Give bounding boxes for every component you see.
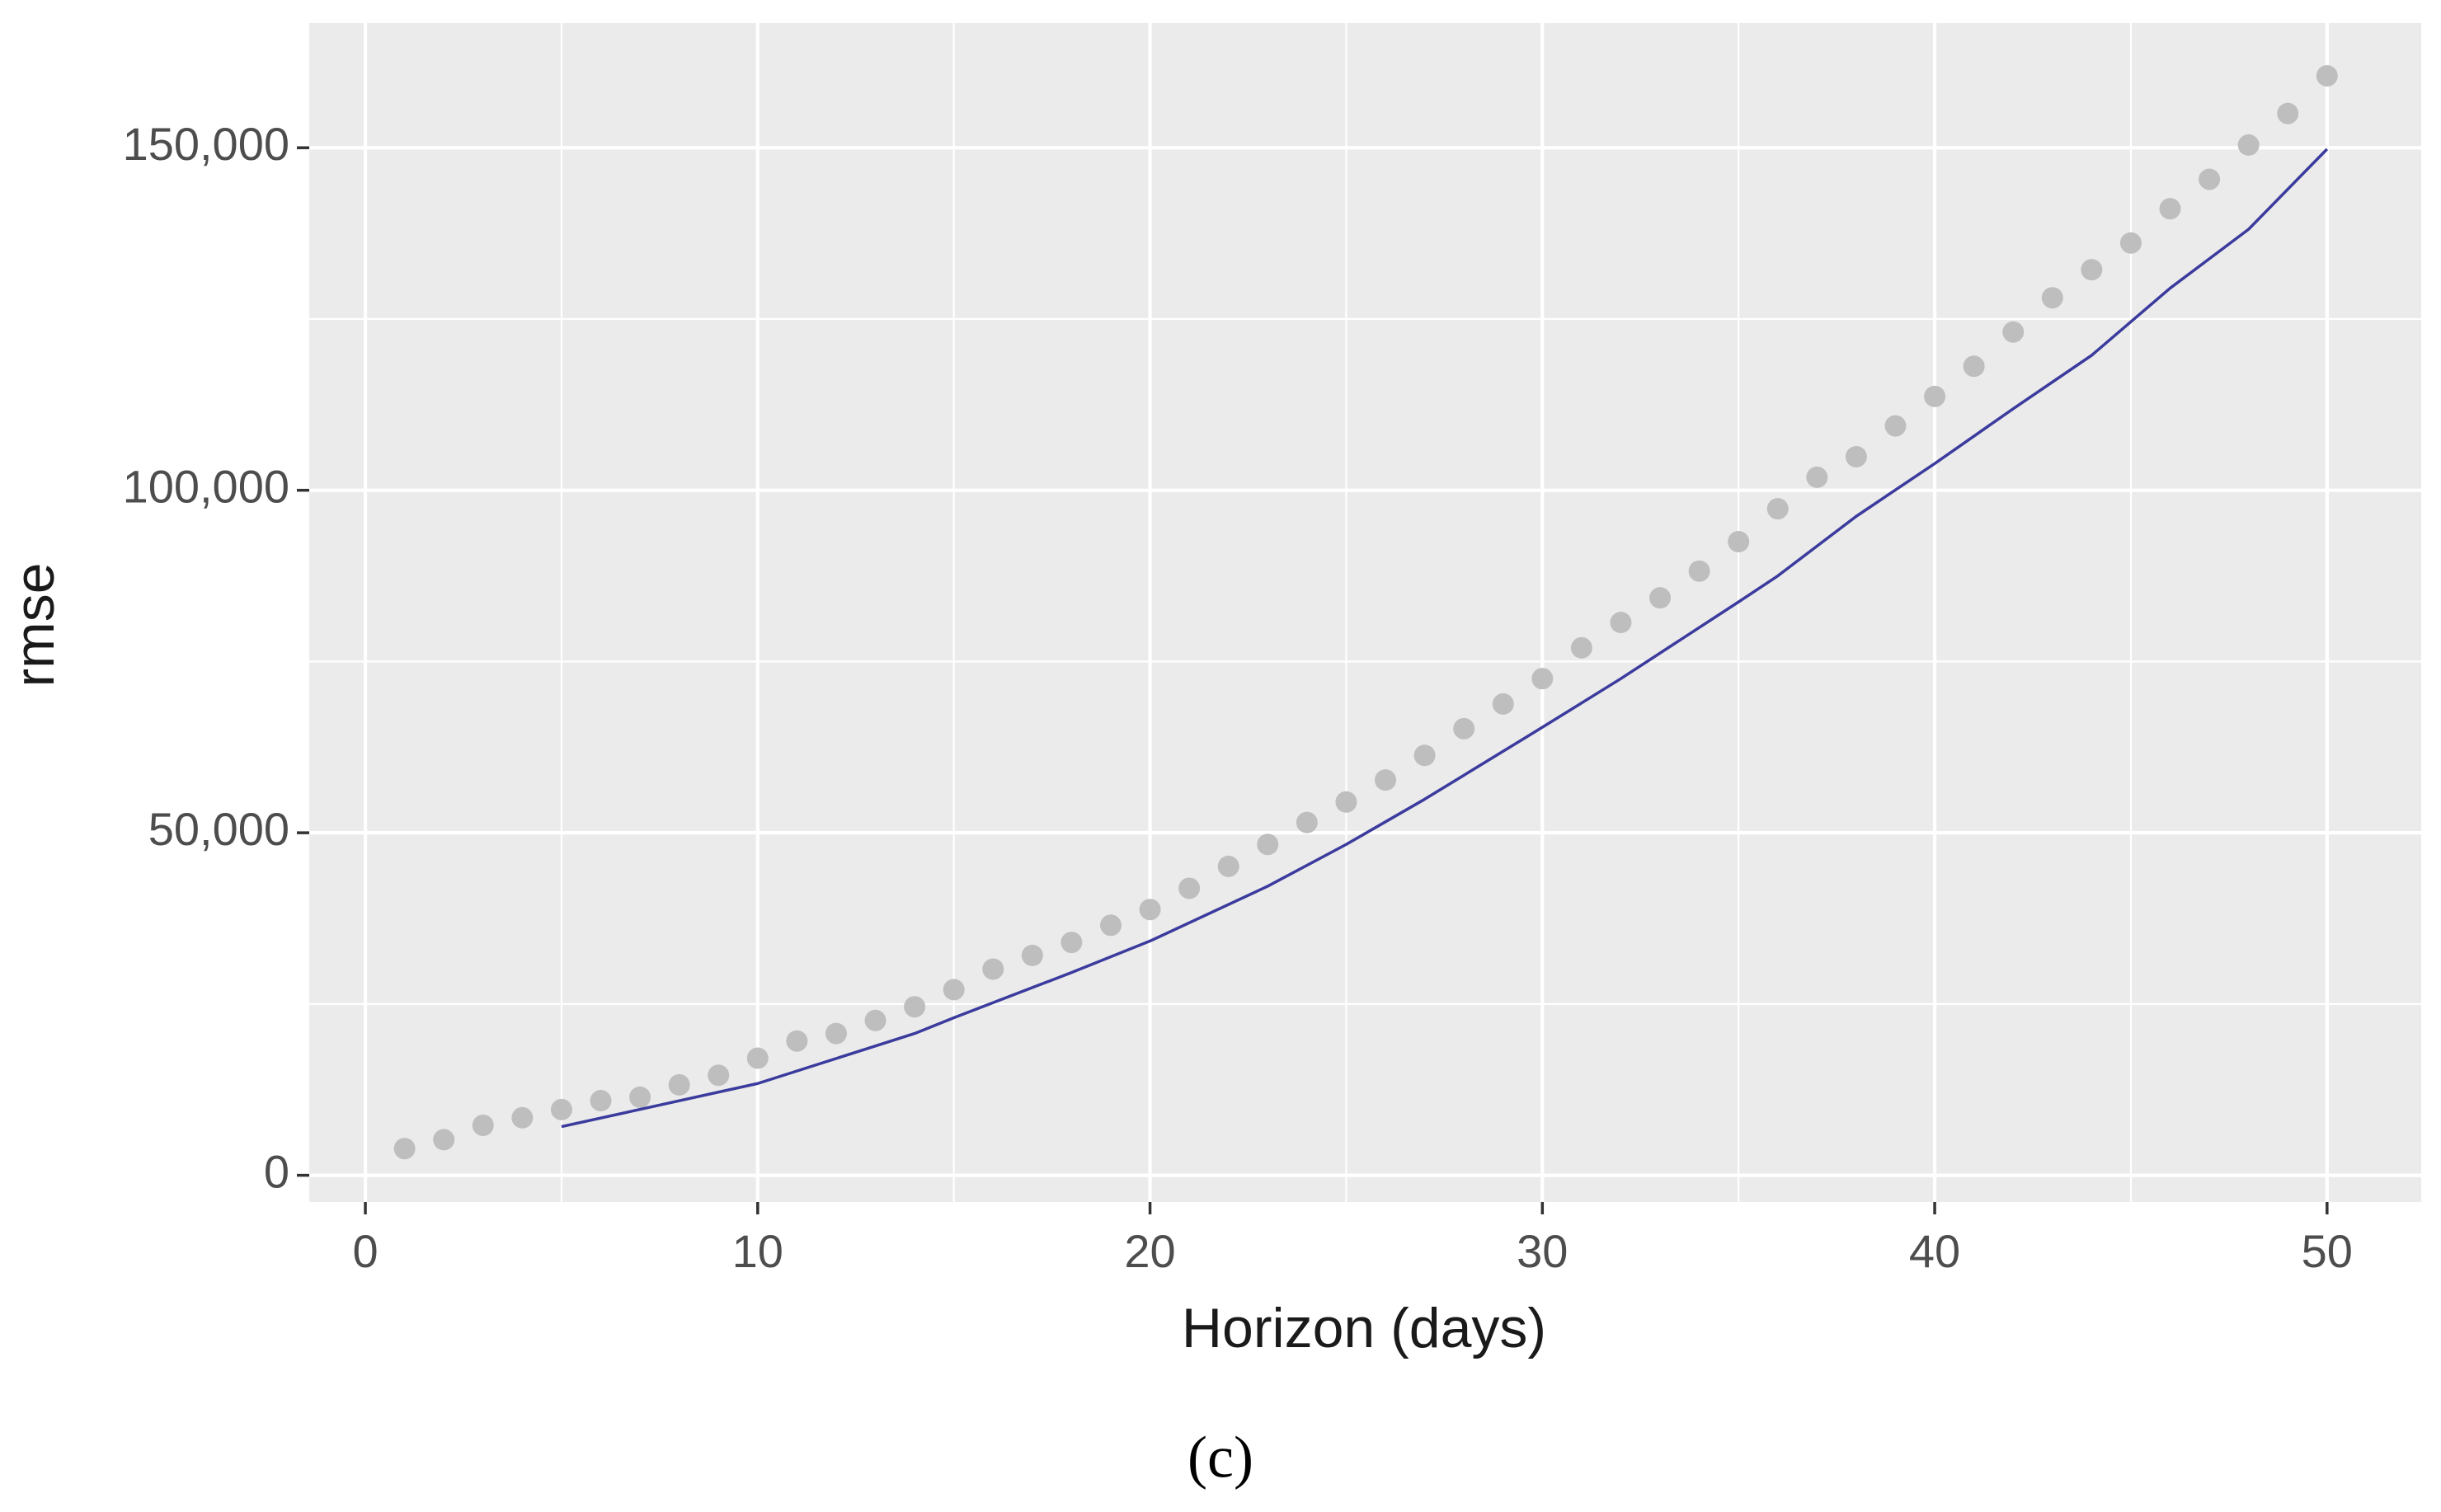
- data-point: [1884, 415, 1907, 437]
- data-point: [1375, 769, 1397, 791]
- data-point: [590, 1090, 612, 1112]
- data-point: [2199, 168, 2221, 190]
- data-point: [1492, 693, 1514, 715]
- data-point: [1570, 636, 1592, 659]
- data-point: [1766, 498, 1789, 520]
- data-point: [746, 1047, 769, 1069]
- grid: [309, 23, 2421, 1202]
- data-point: [2002, 321, 2025, 343]
- data-point: [433, 1129, 455, 1151]
- data-point: [1217, 855, 1239, 877]
- data-point: [1178, 877, 1201, 899]
- data-point: [708, 1064, 730, 1087]
- data-point: [1335, 791, 1357, 813]
- y-axis-title: rmse: [3, 562, 66, 687]
- data-point: [2081, 259, 2103, 281]
- x-tick-label: 50: [2302, 1225, 2353, 1277]
- data-point: [1924, 385, 1946, 407]
- axes: 0 50,000 100,000 150,000 0 10 20 30 40 50: [123, 118, 2353, 1277]
- data-point: [982, 958, 1004, 980]
- data-point: [1021, 944, 1043, 966]
- data-point: [2159, 198, 2181, 220]
- data-point: [1610, 612, 1632, 634]
- y-tick-label: 0: [264, 1145, 289, 1197]
- data-point: [668, 1073, 690, 1096]
- data-point: [2237, 134, 2260, 156]
- data-point: [1649, 587, 1672, 609]
- data-point: [1257, 833, 1279, 856]
- data-point: [825, 1022, 847, 1045]
- data-point: [472, 1114, 494, 1136]
- data-point: [1061, 932, 1083, 954]
- data-point: [1099, 914, 1122, 937]
- data-point: [393, 1138, 416, 1160]
- data-point: [786, 1030, 808, 1052]
- data-line: [561, 148, 2329, 1129]
- x-tick-label: 10: [732, 1225, 783, 1277]
- y-tick-label: 150,000: [123, 118, 289, 170]
- data-point: [1806, 466, 1828, 488]
- data-point: [2277, 102, 2299, 124]
- y-tick-label: 50,000: [148, 803, 289, 855]
- data-point: [943, 979, 965, 1001]
- y-tick-label: 100,000: [123, 460, 289, 512]
- data-point: [550, 1098, 572, 1120]
- data-point: [1413, 744, 1436, 767]
- x-tick-label: 20: [1124, 1225, 1175, 1277]
- data-point: [2119, 232, 2142, 254]
- data-point: [511, 1106, 534, 1129]
- data-point: [2316, 64, 2338, 87]
- x-tick-label: 40: [1909, 1225, 1960, 1277]
- data-point: [1728, 531, 1750, 553]
- x-tick-label: 0: [352, 1225, 378, 1277]
- data-point: [1845, 445, 1867, 467]
- data-point: [2041, 287, 2063, 309]
- data-point: [1688, 560, 1710, 582]
- x-tick-label: 30: [1517, 1225, 1568, 1277]
- data-point: [904, 996, 926, 1018]
- x-axis-title: Horizon (days): [1182, 1297, 1546, 1359]
- data-point: [1453, 717, 1475, 740]
- plot-panel: [309, 23, 2421, 1202]
- data-point: [629, 1086, 651, 1108]
- data-point: [1139, 899, 1161, 921]
- data-point: [864, 1009, 887, 1031]
- data-point: [1296, 811, 1318, 833]
- caption: (c): [1188, 1425, 1253, 1491]
- data-point: [1963, 355, 1985, 378]
- marks: [393, 64, 2338, 1160]
- data-point: [1531, 668, 1554, 690]
